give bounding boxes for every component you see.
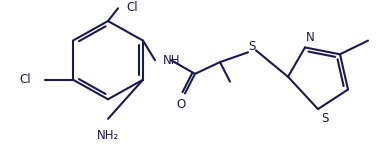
Text: NH: NH — [163, 54, 181, 67]
Text: S: S — [321, 112, 329, 125]
Text: Cl: Cl — [20, 73, 31, 86]
Text: S: S — [248, 40, 256, 53]
Text: N: N — [306, 31, 314, 44]
Text: NH₂: NH₂ — [97, 129, 119, 142]
Text: Cl: Cl — [126, 1, 138, 14]
Text: O: O — [176, 98, 186, 111]
